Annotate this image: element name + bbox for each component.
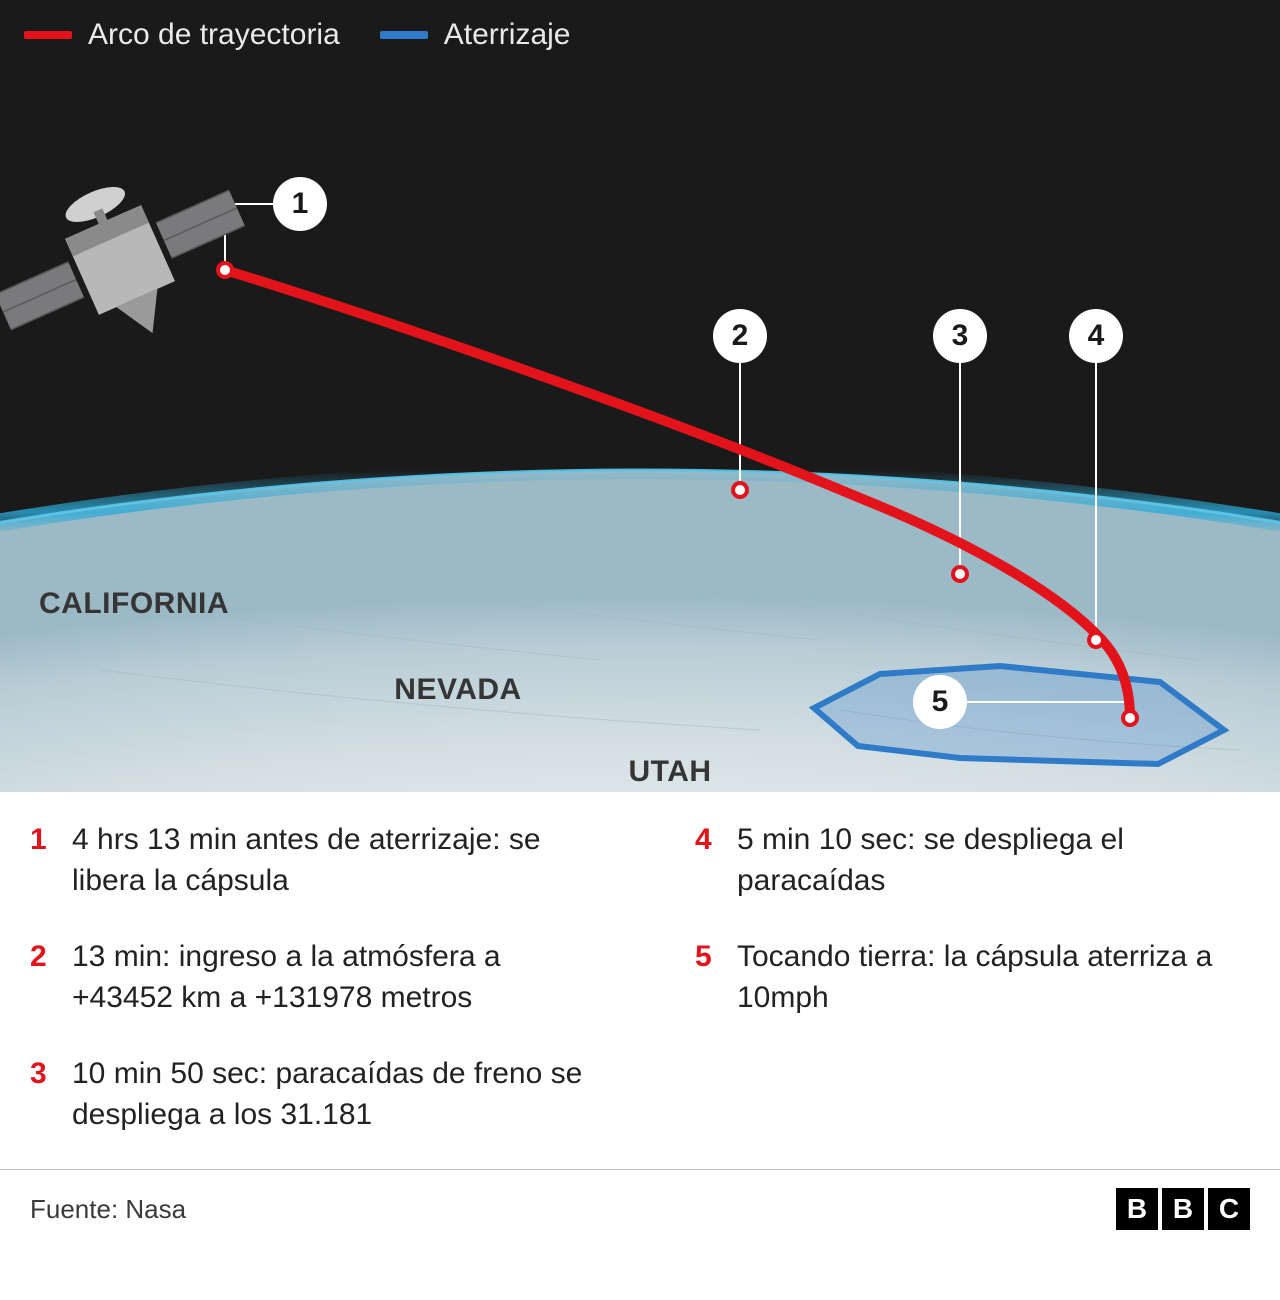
state-label-nevada: NEVADA xyxy=(394,673,521,707)
marker-badge-5: 5 xyxy=(913,675,967,729)
infographic-root: Arco de trayectoria Aterrizaje xyxy=(0,0,1280,1256)
legend-bar: Arco de trayectoria Aterrizaje xyxy=(0,0,1280,70)
annotation-item: 1 4 hrs 13 min antes de aterrizaje: se li… xyxy=(30,820,585,901)
annotations-col-left: 1 4 hrs 13 min antes de aterrizaje: se li… xyxy=(30,820,585,1135)
figure-svg xyxy=(0,70,1280,792)
annotation-item: 2 13 min: ingreso a la atmósfera a +43452… xyxy=(30,937,585,1018)
annotation-text: Tocando tierra: la cápsula aterriza a 10… xyxy=(737,937,1250,1018)
legend-swatch-trajectory xyxy=(24,31,72,39)
legend-swatch-landing xyxy=(380,31,428,39)
legend-item-trajectory: Arco de trayectoria xyxy=(24,18,340,52)
state-label-california: CALIFORNIA xyxy=(39,587,229,621)
bbc-logo-b2: B xyxy=(1162,1188,1204,1230)
annotation-text: 13 min: ingreso a la atmósfera a +43452 … xyxy=(72,937,585,1018)
annotation-text: 10 min 50 sec: paracaídas de freno se de… xyxy=(72,1054,585,1135)
marker-badge-4: 4 xyxy=(1069,309,1123,363)
annotation-text: 4 hrs 13 min antes de aterrizaje: se lib… xyxy=(72,820,585,901)
marker-badge-2: 2 xyxy=(713,309,767,363)
annotation-number: 5 xyxy=(695,937,717,976)
annotation-number: 2 xyxy=(30,937,52,976)
trajectory-figure: 1 2 3 4 5 CALIFORNIA NEVADA UTAH xyxy=(0,70,1280,792)
source-text: Fuente: Nasa xyxy=(30,1194,186,1225)
bbc-logo-b1: B xyxy=(1116,1188,1158,1230)
bbc-logo: B B C xyxy=(1116,1188,1250,1230)
state-label-utah: UTAH xyxy=(628,755,711,789)
legend-item-landing: Aterrizaje xyxy=(380,18,571,52)
annotation-number: 4 xyxy=(695,820,717,859)
annotation-item: 5 Tocando tierra: la cápsula aterriza a 1… xyxy=(695,937,1250,1018)
footer-bar: Fuente: Nasa B B C xyxy=(0,1170,1280,1256)
annotation-item: 3 10 min 50 sec: paracaídas de freno se d… xyxy=(30,1054,585,1135)
annotation-text: 5 min 10 sec: se despliega el paracaídas xyxy=(737,820,1250,901)
trajectory-point-1 xyxy=(216,261,234,279)
trajectory-point-4 xyxy=(1087,631,1105,649)
annotations-block: 1 4 hrs 13 min antes de aterrizaje: se li… xyxy=(0,792,1280,1170)
legend-label-trajectory: Arco de trayectoria xyxy=(88,18,340,52)
legend-label-landing: Aterrizaje xyxy=(444,18,571,52)
bbc-logo-c: C xyxy=(1208,1188,1250,1230)
annotation-number: 3 xyxy=(30,1054,52,1093)
marker-badge-3: 3 xyxy=(933,309,987,363)
trajectory-point-5 xyxy=(1121,709,1139,727)
annotation-item: 4 5 min 10 sec: se despliega el paracaída… xyxy=(695,820,1250,901)
landing-zone xyxy=(814,666,1224,764)
annotations-col-right: 4 5 min 10 sec: se despliega el paracaída… xyxy=(695,820,1250,1135)
annotation-number: 1 xyxy=(30,820,52,859)
marker-badge-1: 1 xyxy=(273,177,327,231)
trajectory-point-2 xyxy=(731,481,749,499)
trajectory-point-3 xyxy=(951,565,969,583)
